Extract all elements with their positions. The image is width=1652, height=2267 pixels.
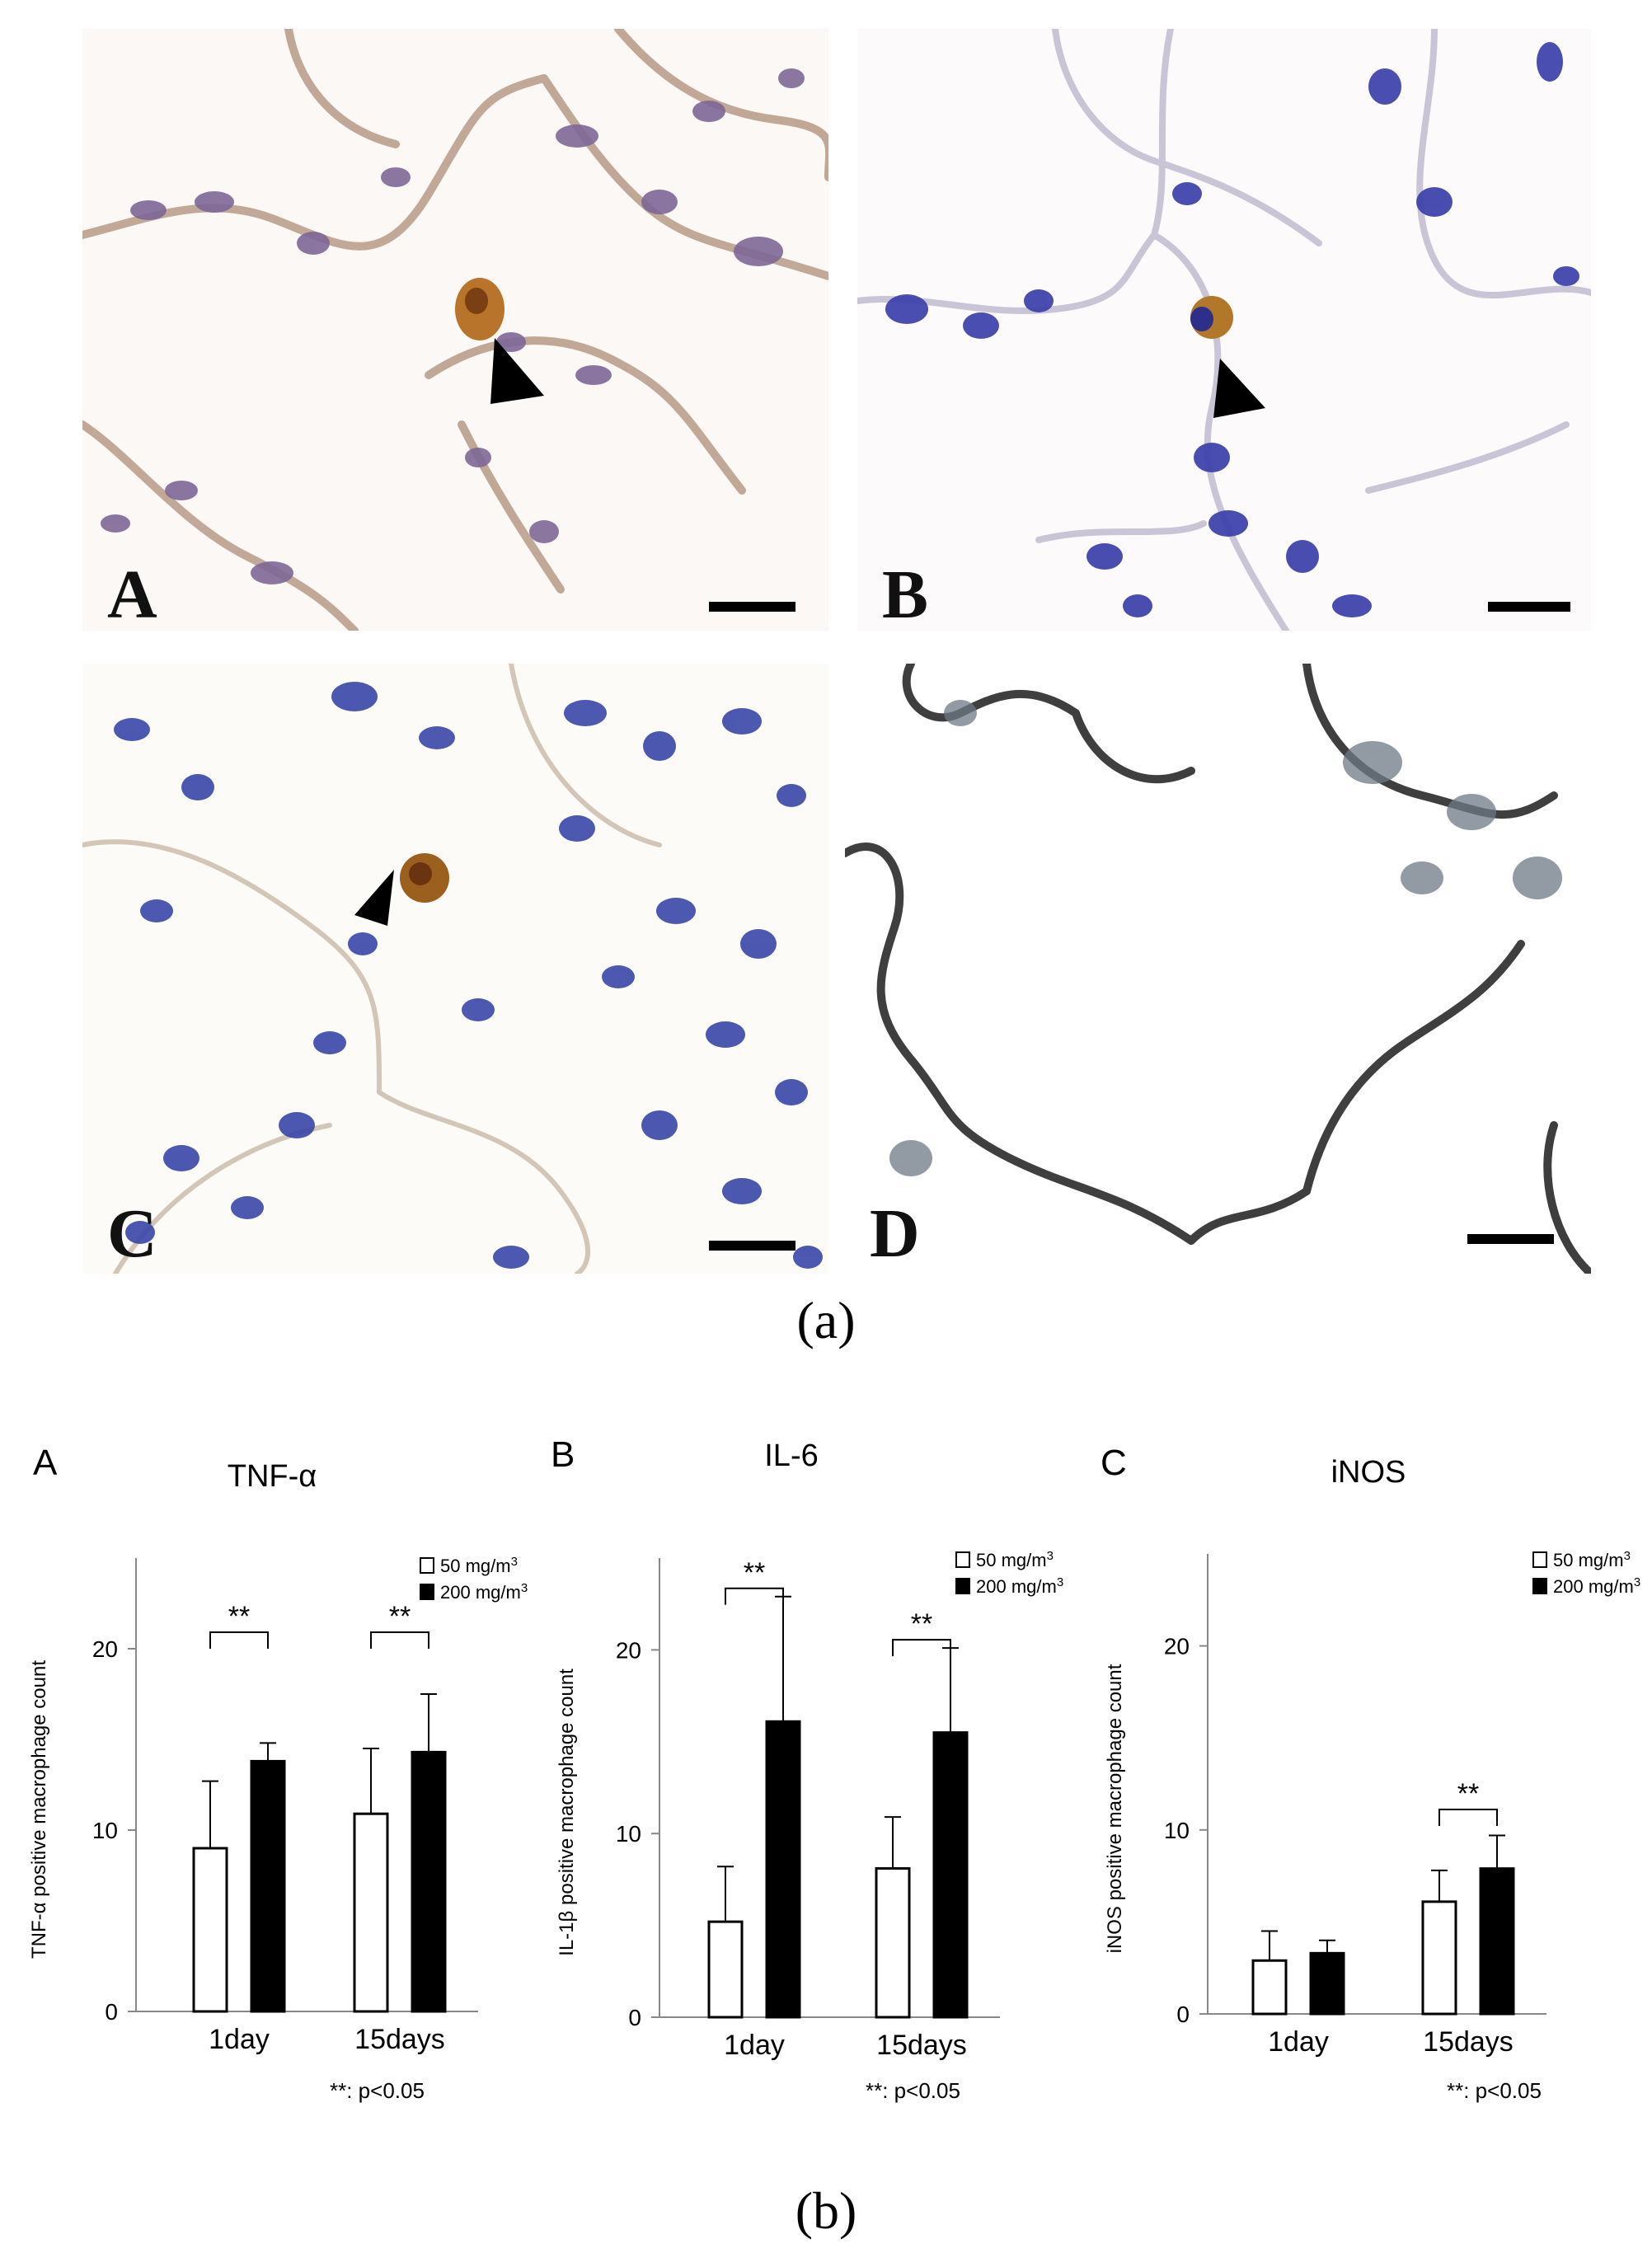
chart-c-letter: C bbox=[1101, 1443, 1127, 1483]
significance-mark: ** bbox=[228, 1601, 250, 1632]
micrograph-panel-d: D bbox=[845, 664, 1591, 1274]
significance-note: **: p<0.05 bbox=[866, 2078, 960, 2103]
bar bbox=[1479, 1867, 1515, 2016]
legend-superscript: 3 bbox=[1047, 1549, 1054, 1563]
panel-letter: D bbox=[870, 1195, 920, 1272]
legend-label: 200 mg/m3 bbox=[440, 1581, 528, 1603]
bar bbox=[765, 1720, 801, 2019]
significance-mark: ** bbox=[389, 1601, 411, 1632]
x-tick-label: 15days bbox=[876, 2030, 967, 2061]
bar bbox=[353, 1812, 389, 2013]
y-tick-label: 0 bbox=[628, 2005, 641, 2030]
scale-bar bbox=[709, 602, 795, 612]
legend-swatch bbox=[1532, 1578, 1547, 1594]
y-tick-label: 20 bbox=[92, 1636, 118, 1662]
y-tick-label: 0 bbox=[105, 1999, 118, 2025]
panel-letter: B bbox=[882, 556, 929, 631]
significance-mark: ** bbox=[1457, 1778, 1479, 1809]
bar-chart-inos: 0 10 20 iNOS positive macrophage count 1day 1… bbox=[1096, 1517, 1652, 2127]
y-axis-label: iNOS positive macrophage count bbox=[1104, 1664, 1126, 1953]
legend-label: 200 mg/m3 bbox=[976, 1575, 1063, 1597]
legend-swatch bbox=[955, 1578, 970, 1594]
micrograph-d-image bbox=[845, 664, 1591, 1274]
legend-superscript: 3 bbox=[511, 1555, 518, 1569]
chart-b-title: IL-6 bbox=[764, 1439, 819, 1473]
legend-superscript: 3 bbox=[1057, 1575, 1063, 1589]
figure-b-caption: (b) bbox=[795, 2181, 857, 2240]
significance-bracket bbox=[370, 1631, 429, 1649]
y-tick-label: 10 bbox=[616, 1821, 641, 1847]
chart-a-title: TNF-α bbox=[227, 1459, 317, 1494]
bar bbox=[1309, 1951, 1345, 2016]
chart-c-title: iNOS bbox=[1331, 1455, 1406, 1490]
bar bbox=[1421, 1900, 1457, 2016]
bar-chart-tnf-plot: 0 10 20 TNF-α positive macrophage count 1day… bbox=[28, 1555, 528, 2103]
x-tick-label: 1day bbox=[1268, 2026, 1329, 2058]
y-tick-label: 20 bbox=[1164, 1634, 1190, 1659]
panel-letter: A bbox=[107, 556, 157, 631]
bar bbox=[707, 1920, 744, 2019]
bar-chart-inos-plot: 0 10 20 iNOS positive macrophage count 1day 1… bbox=[1104, 1549, 1640, 2103]
x-tick-label: 15days bbox=[354, 2024, 445, 2055]
y-axis-label: TNF-α positive macrophage count bbox=[28, 1660, 50, 1959]
significance-bracket bbox=[725, 1587, 784, 1605]
legend-label: 50 mg/m3 bbox=[976, 1549, 1054, 1570]
y-tick-label: 10 bbox=[1164, 1818, 1190, 1843]
bar-chart-tnf: 0 10 20 TNF-α positive macrophage count 1day… bbox=[0, 1517, 561, 2127]
y-tick-label: 10 bbox=[92, 1818, 118, 1843]
panel-letter: C bbox=[107, 1195, 157, 1272]
y-tick-label: 0 bbox=[1176, 2002, 1190, 2027]
bar bbox=[192, 1847, 228, 2013]
legend-superscript: 3 bbox=[521, 1581, 528, 1595]
legend-swatch bbox=[955, 1551, 970, 1568]
legend-superscript: 3 bbox=[1624, 1549, 1631, 1563]
scale-bar bbox=[1488, 602, 1570, 612]
significance-bracket bbox=[892, 1639, 951, 1657]
legend-label: 50 mg/m3 bbox=[1553, 1549, 1631, 1570]
micrograph-panel-a: A bbox=[82, 29, 828, 631]
x-tick-label: 1day bbox=[724, 2030, 785, 2061]
significance-mark: ** bbox=[744, 1557, 765, 1589]
significance-mark: ** bbox=[911, 1608, 932, 1640]
bar-chart-il6: 0 10 20 IL-1β positive macrophage count 1day… bbox=[544, 1492, 1105, 2127]
bar bbox=[1251, 1959, 1288, 2016]
legend-superscript: 3 bbox=[1634, 1575, 1640, 1589]
significance-note: **: p<0.05 bbox=[1447, 2078, 1542, 2103]
scale-bar bbox=[709, 1241, 795, 1251]
bar bbox=[411, 1750, 447, 2013]
legend-swatch bbox=[420, 1584, 434, 1600]
chart-a-letter: A bbox=[33, 1443, 58, 1483]
bar bbox=[250, 1759, 286, 2013]
bar-chart-il6-plot: 0 10 20 IL-1β positive macrophage count 1day… bbox=[556, 1549, 1063, 2103]
y-tick-label: 20 bbox=[616, 1637, 641, 1663]
bar bbox=[875, 1867, 911, 2019]
significance-bracket bbox=[209, 1631, 269, 1649]
micrograph-panel-b: B bbox=[857, 29, 1591, 631]
micrograph-c-image bbox=[82, 664, 828, 1274]
micrograph-panel-c: C bbox=[82, 664, 828, 1274]
micrograph-a-image bbox=[82, 29, 828, 631]
y-axis-label: IL-1β positive macrophage count bbox=[556, 1669, 578, 1956]
legend-label: 200 mg/m3 bbox=[1553, 1575, 1640, 1597]
x-tick-label: 1day bbox=[209, 2024, 270, 2055]
significance-bracket bbox=[1438, 1809, 1498, 1826]
chart-b-letter: B bbox=[551, 1434, 575, 1475]
micrograph-b-image bbox=[857, 29, 1591, 631]
significance-note: **: p<0.05 bbox=[330, 2078, 425, 2103]
x-tick-label: 15days bbox=[1423, 2026, 1514, 2058]
bar bbox=[932, 1731, 969, 2019]
legend-label: 50 mg/m3 bbox=[440, 1555, 518, 1576]
scale-bar bbox=[1467, 1234, 1554, 1244]
legend-swatch bbox=[420, 1557, 434, 1574]
figure-a-caption: (a) bbox=[796, 1291, 856, 1349]
legend-swatch bbox=[1532, 1551, 1547, 1568]
